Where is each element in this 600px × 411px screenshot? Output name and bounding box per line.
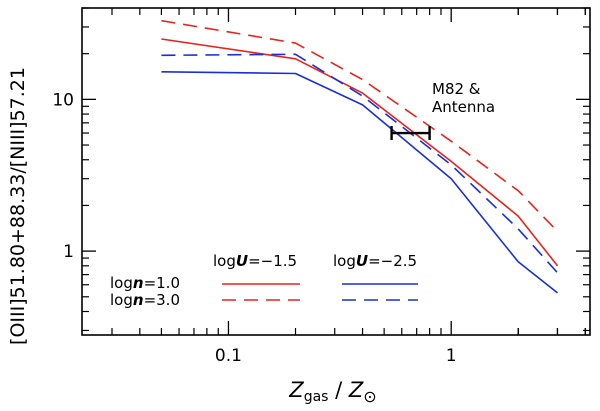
y-axis-label: [OIII]51.80+88.33/[NIII]57.21 [7, 67, 29, 345]
legend-row-logn-3-part: n [133, 291, 144, 309]
legend-row-logn-1: logn=1.0 [110, 274, 180, 292]
error-bar-group: M82 &Antenna [390, 80, 495, 141]
legend-header-logu-1p5-part: =−1.5 [248, 252, 297, 270]
series-line-1 [161, 38, 559, 267]
series-line-4 [161, 53, 559, 274]
x-tick-label: 1 [446, 346, 457, 366]
x-label-z: Z [288, 378, 304, 402]
x-label-gas: gas [304, 389, 329, 405]
y-tick-label: 10 [52, 90, 74, 110]
y-tick-label: 1 [63, 242, 74, 262]
x-label-z2: Z [348, 378, 364, 402]
legend-row-logn-1-part: =1.0 [144, 274, 180, 292]
series-line-2 [161, 19, 559, 232]
legend-row-logn-3-part: log [110, 291, 133, 309]
annotation-line-1: M82 & [432, 80, 481, 98]
series-line-3 [161, 71, 558, 294]
legend-row-logn-3: logn=3.0 [110, 291, 180, 309]
legend-header-logu-1p5: logU=−1.5 [213, 252, 297, 270]
plot-frame [81, 7, 591, 336]
legend-header-logu-2p5: logU=−2.5 [333, 252, 417, 270]
legend-header-logu-1p5-part: U [236, 252, 248, 270]
legend-header-logu-1p5-part: log [213, 252, 236, 270]
axis-ticks: 0.1 1 1 10 [52, 7, 590, 366]
x-label-sep: / [328, 378, 348, 402]
x-tick-label: 0.1 [215, 346, 242, 366]
x-label-sun: ⊙ [363, 387, 376, 406]
legend-header-logu-2p5-part: =−2.5 [368, 252, 417, 270]
legend-row-logn-1-part: n [133, 274, 144, 292]
x-axis-label: Zgas / Z⊙ [288, 378, 376, 406]
legend-row-logn-3-part: =3.0 [144, 291, 180, 309]
legend-header-logu-2p5-part: log [333, 252, 356, 270]
legend-row-logn-1-part: log [110, 274, 133, 292]
series-layer [161, 19, 559, 294]
legend-header-logu-2p5-part: U [356, 252, 368, 270]
annotation-line-2: Antenna [432, 98, 495, 116]
